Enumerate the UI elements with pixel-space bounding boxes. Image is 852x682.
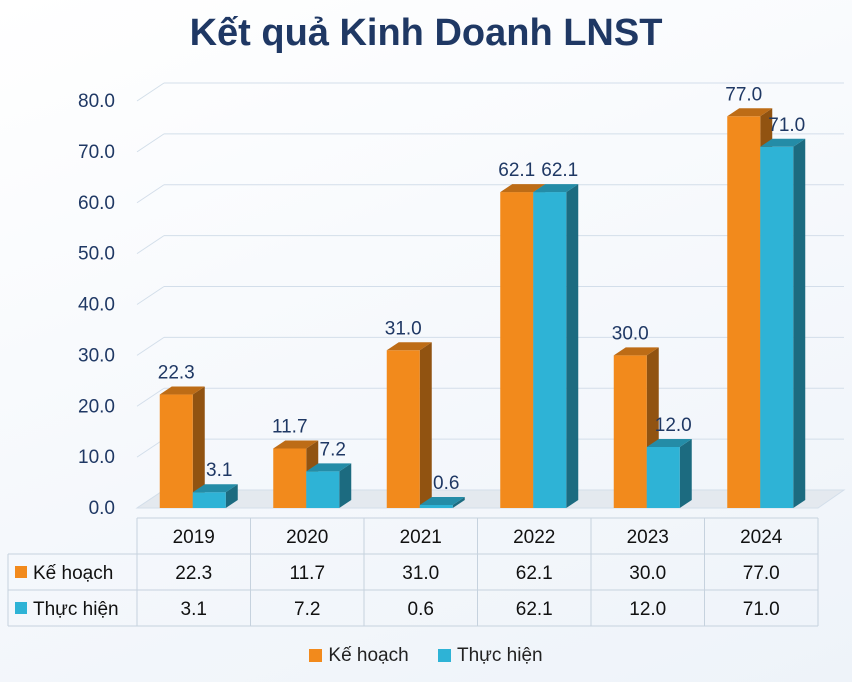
table-swatch-ke-hoach xyxy=(15,566,27,578)
x-category-label: 2023 xyxy=(627,527,669,548)
data-label-ke-hoach: 62.1 xyxy=(498,160,535,181)
gridline-depth xyxy=(136,438,165,458)
data-label-ke-hoach: 22.3 xyxy=(158,363,195,384)
y-tick-label: 0.0 xyxy=(89,498,115,519)
legend-item-thuc-hien: Thực hiện xyxy=(437,645,543,667)
table-cell-thuc-hien: 7.2 xyxy=(294,599,320,620)
data-label-ke-hoach: 11.7 xyxy=(272,416,308,437)
bar-ke-hoach-2019 xyxy=(159,386,205,508)
gridline-depth xyxy=(136,82,165,102)
table-cell-thuc-hien: 0.6 xyxy=(408,599,434,620)
bar-thuc-hien-2023 xyxy=(646,438,692,508)
x-category-label: 2021 xyxy=(400,527,442,548)
data-label-thuc-hien: 62.1 xyxy=(541,160,578,181)
y-tick-label: 30.0 xyxy=(78,345,115,366)
table-swatch-thuc-hien xyxy=(15,602,27,614)
table-series-name-ke-hoach: Kế hoạch xyxy=(33,563,113,584)
table-cell-ke-hoach: 31.0 xyxy=(402,563,439,584)
bar-ke-hoach-2021 xyxy=(386,342,432,508)
gridline-depth xyxy=(136,286,165,305)
x-category-label: 2019 xyxy=(173,527,215,548)
gridline-depth xyxy=(136,184,165,204)
data-label-thuc-hien: 7.2 xyxy=(320,439,346,460)
table-cell-ke-hoach: 62.1 xyxy=(516,563,553,584)
table-series-name-thuc-hien: Thực hiện xyxy=(33,599,119,620)
bar-thuc-hien-2024 xyxy=(760,138,806,508)
table-cell-ke-hoach: 77.0 xyxy=(743,563,780,584)
table-cell-ke-hoach: 30.0 xyxy=(629,563,666,584)
y-tick-label: 20.0 xyxy=(78,396,115,417)
data-label-ke-hoach: 31.0 xyxy=(385,318,422,339)
table-cell-thuc-hien: 71.0 xyxy=(743,599,780,620)
x-category-label: 2024 xyxy=(740,527,783,548)
legend-label-ke-hoach: Kế hoạch xyxy=(328,645,409,666)
y-tick-label: 10.0 xyxy=(78,447,115,468)
data-label-thuc-hien: 71.0 xyxy=(768,115,805,136)
legend-label-thuc-hien: Thực hiện xyxy=(456,645,543,666)
x-category-label: 2020 xyxy=(286,527,328,548)
table-cell-ke-hoach: 22.3 xyxy=(175,563,212,584)
table-cell-thuc-hien: 62.1 xyxy=(516,599,553,620)
table-cell-thuc-hien: 12.0 xyxy=(629,599,666,620)
data-label-thuc-hien: 0.6 xyxy=(433,473,459,494)
x-category-label: 2022 xyxy=(513,527,555,548)
y-tick-label: 80.0 xyxy=(78,91,115,112)
bar-thuc-hien-2021 xyxy=(419,496,465,508)
data-label-ke-hoach: 77.0 xyxy=(725,84,762,105)
y-tick-label: 50.0 xyxy=(78,244,115,265)
bar-chart: 0.0 10.0 20.0 30.0 40.0 50.0 60.0 70.0 80.0 22.3 3… xyxy=(7,82,846,627)
chart-title: Kết quả Kinh Doanh LNST xyxy=(189,12,663,54)
y-tick-label: 40.0 xyxy=(78,295,115,316)
bar-thuc-hien-2022 xyxy=(533,184,579,508)
gridline-depth xyxy=(136,133,165,153)
legend-swatch-ke-hoach xyxy=(309,649,323,662)
data-label-thuc-hien: 3.1 xyxy=(206,460,232,481)
table-cell-ke-hoach: 11.7 xyxy=(289,563,325,584)
data-label-ke-hoach: 30.0 xyxy=(612,323,649,344)
data-label-thuc-hien: 12.0 xyxy=(655,415,692,436)
gridline-depth xyxy=(136,336,165,356)
bar-thuc-hien-2020 xyxy=(306,463,352,508)
legend-item-ke-hoach: Kế hoạch xyxy=(309,645,409,667)
gridline-depth xyxy=(136,387,165,407)
gridline-depth xyxy=(136,235,165,255)
bar-thuc-hien-2019 xyxy=(192,484,238,508)
y-tick-label: 70.0 xyxy=(78,142,115,163)
table-cell-thuc-hien: 3.1 xyxy=(181,599,207,620)
y-tick-label: 60.0 xyxy=(78,193,115,214)
legend-swatch-thuc-hien xyxy=(437,649,451,662)
legend: Kế hoạch Thực hiện xyxy=(0,645,852,667)
